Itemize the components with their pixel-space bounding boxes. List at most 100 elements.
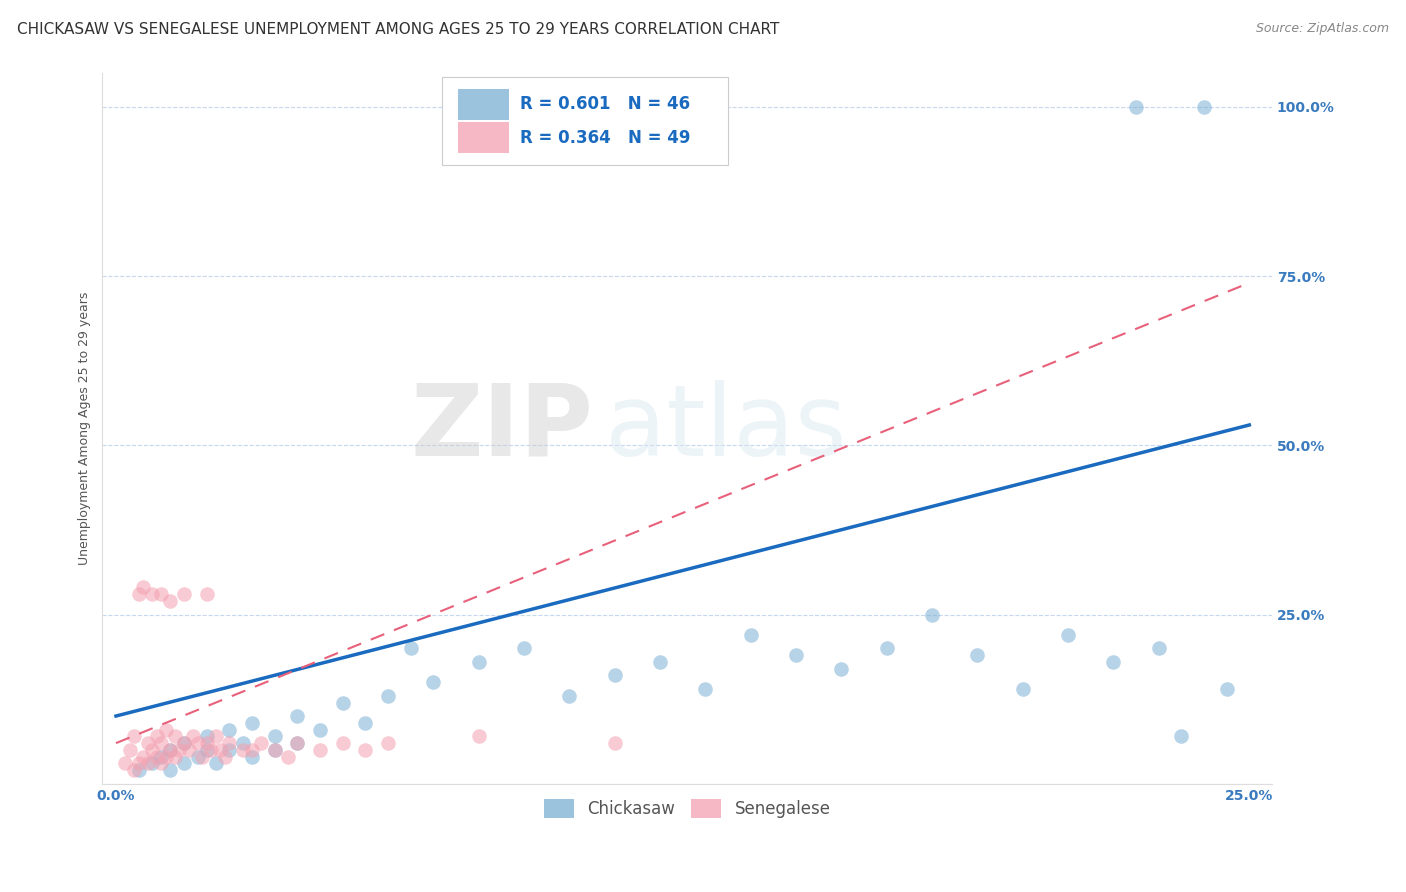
Point [173,736,195,750]
Point [150,587,173,601]
Point [277,749,299,764]
Point [285,736,308,750]
Point [332,696,354,710]
Text: atlas: atlas [606,380,846,477]
Point [263,743,285,757]
Point [513,641,536,656]
Point [114,756,136,771]
Point [240,749,263,764]
Point [209,743,232,757]
Point [118,743,141,757]
Text: R = 0.364   N = 49: R = 0.364 N = 49 [520,128,690,146]
Point [263,730,285,744]
Point [128,756,150,771]
Point [232,736,254,750]
Point [132,749,155,764]
Point [163,730,186,744]
Point [187,749,209,764]
Point [830,662,852,676]
Point [218,723,240,737]
Point [155,723,177,737]
Point [195,736,218,750]
FancyBboxPatch shape [458,88,509,120]
Point [159,763,181,777]
Point [285,709,308,723]
Point [218,743,240,757]
Point [648,655,671,669]
Point [159,594,181,608]
Point [146,730,169,744]
Point [141,743,163,757]
Point [250,736,273,750]
Point [136,756,159,771]
Point [146,749,169,764]
Point [377,689,399,703]
Point [150,736,173,750]
Point [332,736,354,750]
Point [240,743,263,757]
Point [195,743,218,757]
Point [1192,100,1215,114]
Point [263,743,285,757]
Point [136,736,159,750]
Point [354,715,377,730]
Point [195,587,218,601]
Point [921,607,943,622]
Point [966,648,988,662]
Point [1102,655,1125,669]
Legend: Chickasaw, Senegalese: Chickasaw, Senegalese [537,793,838,825]
Point [200,743,222,757]
Point [1057,628,1080,642]
Point [354,743,377,757]
Point [214,749,236,764]
Point [204,756,226,771]
Point [1011,681,1033,696]
Point [159,743,181,757]
Point [1170,730,1192,744]
FancyBboxPatch shape [441,77,728,165]
Point [309,743,332,757]
Point [467,730,489,744]
Y-axis label: Unemployment Among Ages 25 to 29 years: Unemployment Among Ages 25 to 29 years [79,292,91,565]
Point [232,743,254,757]
Point [1215,681,1237,696]
Point [173,587,195,601]
Point [195,730,218,744]
Text: Source: ZipAtlas.com: Source: ZipAtlas.com [1256,22,1389,36]
Point [467,655,489,669]
Point [173,756,195,771]
Point [122,763,145,777]
Point [187,736,209,750]
Point [181,730,204,744]
Point [132,581,155,595]
Text: CHICKASAW VS SENEGALESE UNEMPLOYMENT AMONG AGES 25 TO 29 YEARS CORRELATION CHART: CHICKASAW VS SENEGALESE UNEMPLOYMENT AMO… [17,22,779,37]
Point [122,730,145,744]
Point [150,749,173,764]
Point [558,689,581,703]
Point [204,730,226,744]
Point [141,587,163,601]
Point [163,749,186,764]
Point [603,668,626,682]
Point [169,743,191,757]
Point [141,756,163,771]
Point [173,736,195,750]
Point [876,641,898,656]
Point [177,743,200,757]
Point [191,749,214,764]
Point [740,628,762,642]
Point [128,763,150,777]
Point [155,749,177,764]
Point [377,736,399,750]
Point [695,681,717,696]
Point [240,715,263,730]
Text: ZIP: ZIP [411,380,593,477]
Point [159,743,181,757]
Point [603,736,626,750]
Point [399,641,422,656]
FancyBboxPatch shape [458,122,509,153]
Point [1125,100,1147,114]
Text: R = 0.601   N = 46: R = 0.601 N = 46 [520,95,690,113]
Point [150,756,173,771]
Point [422,675,444,690]
